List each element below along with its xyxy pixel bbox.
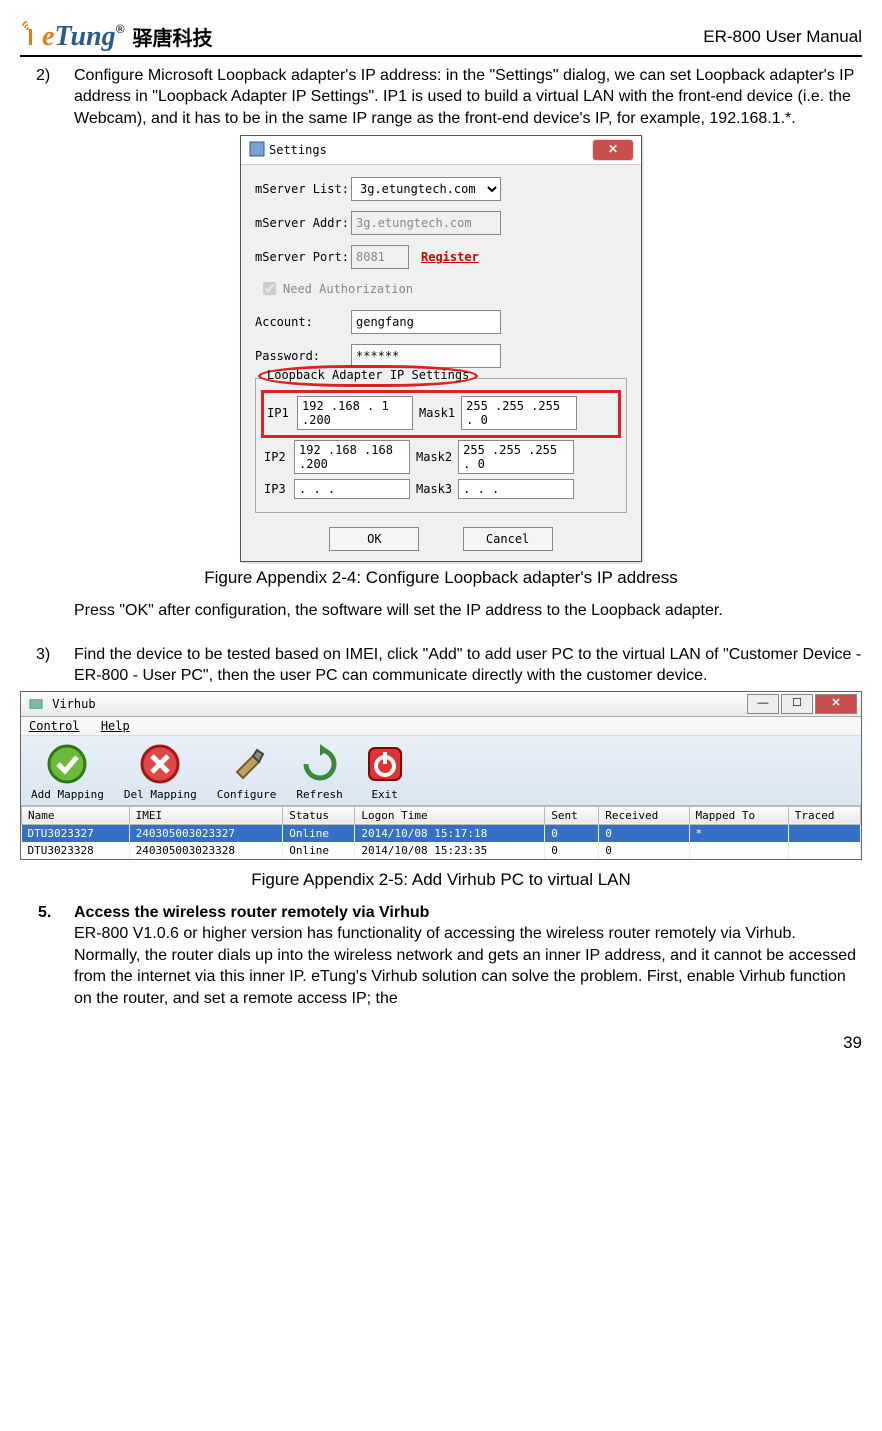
virhub-toolbar: Add Mapping Del Mapping Configure Refres…	[21, 736, 861, 806]
table-header-row: Name IMEI Status Logon Time Sent Receive…	[22, 806, 861, 824]
mserver-addr-label: mServer Addr:	[255, 216, 351, 230]
ip1-input[interactable]: 192 .168 . 1 .200	[297, 396, 413, 430]
manual-title: ER-800 User Manual	[703, 27, 862, 47]
section-5-body: ER-800 V1.0.6 or higher version has func…	[74, 925, 856, 1006]
close-icon[interactable]: ✕	[593, 140, 633, 160]
del-mapping-icon	[138, 742, 182, 786]
configure-icon	[225, 742, 269, 786]
logo: eTung ® 驿唐科技	[20, 20, 213, 53]
cancel-button[interactable]: Cancel	[463, 527, 553, 551]
add-mapping-button[interactable]: Add Mapping	[31, 742, 104, 801]
virhub-menu: Control Help	[21, 717, 861, 736]
need-auth-checkbox: Need Authorization	[259, 279, 627, 298]
logo-text: eTung	[42, 21, 116, 53]
section-5-num: 5.	[38, 902, 51, 923]
refresh-button[interactable]: Refresh	[296, 742, 342, 801]
step-2: 2) Configure Microsoft Loopback adapter'…	[74, 65, 862, 129]
mask1-input[interactable]: 255 .255 .255 . 0	[461, 396, 577, 430]
ok-button[interactable]: OK	[329, 527, 419, 551]
password-label: Password:	[255, 349, 351, 363]
virhub-icon	[29, 697, 43, 711]
step-2-num: 2)	[36, 65, 50, 86]
register-link[interactable]: Register	[421, 250, 479, 264]
section-5-title: Access the wireless router remotely via …	[74, 904, 429, 921]
window-close-icon[interactable]: ✕	[815, 694, 857, 714]
del-mapping-button[interactable]: Del Mapping	[124, 742, 197, 801]
mserver-port-label: mServer Port:	[255, 250, 351, 264]
account-input[interactable]	[351, 310, 501, 334]
add-mapping-icon	[45, 742, 89, 786]
step-2-text: Configure Microsoft Loopback adapter's I…	[74, 67, 854, 127]
figure-2-4-caption: Figure Appendix 2-4: Configure Loopback …	[20, 568, 862, 588]
settings-dialog: Settings ✕ mServer List: 3g.etungtech.co…	[240, 135, 642, 562]
figure-2-5-caption: Figure Appendix 2-5: Add Virhub PC to vi…	[20, 870, 862, 890]
maximize-icon[interactable]: ☐	[781, 694, 813, 714]
refresh-icon	[298, 742, 342, 786]
group-title: Loopback Adapter IP Settings	[258, 365, 478, 387]
step-3-num: 3)	[36, 644, 50, 665]
exit-button[interactable]: Exit	[363, 742, 407, 801]
logo-registered: ®	[116, 22, 125, 36]
page-number: 39	[20, 1033, 862, 1053]
mserver-list-select[interactable]: 3g.etungtech.com	[351, 177, 501, 201]
minimize-icon[interactable]: —	[747, 694, 779, 714]
ip2-input[interactable]: 192 .168 .168 .200	[294, 440, 410, 474]
need-auth-input	[263, 282, 276, 295]
loopback-group: Loopback Adapter IP Settings IP1 192 .16…	[255, 378, 627, 513]
step-3-text: Find the device to be tested based on IM…	[74, 646, 861, 684]
logo-antenna-icon	[20, 20, 42, 53]
ip-row-2: IP2 192 .168 .168 .200 Mask2 255 .255 .2…	[264, 440, 618, 474]
mserver-port-input	[351, 245, 409, 269]
dialog-title: Settings	[269, 143, 327, 157]
logo-cn: 驿唐科技	[133, 22, 213, 51]
table-row[interactable]: DTU3023328 240305003023328 Online 2014/1…	[22, 842, 861, 859]
menu-control[interactable]: Control	[29, 719, 80, 733]
table-row[interactable]: DTU3023327 240305003023327 Online 2014/1…	[22, 824, 861, 842]
virhub-table: Name IMEI Status Logon Time Sent Receive…	[21, 806, 861, 859]
virhub-titlebar: Virhub — ☐ ✕	[21, 692, 861, 717]
page-header: eTung ® 驿唐科技 ER-800 User Manual	[20, 20, 862, 57]
configure-button[interactable]: Configure	[217, 742, 277, 801]
exit-icon	[363, 742, 407, 786]
menu-help[interactable]: Help	[101, 719, 130, 733]
ip-row-1: IP1 192 .168 . 1 .200 Mask1 255 .255 .25…	[267, 396, 615, 430]
account-label: Account:	[255, 315, 351, 329]
mserver-list-label: mServer List:	[255, 182, 351, 196]
ip-row-3: IP3 . . . Mask3 . . .	[264, 479, 618, 499]
virhub-window: Virhub — ☐ ✕ Control Help Add Mapping De…	[20, 691, 862, 860]
ip3-input[interactable]: . . .	[294, 479, 410, 499]
mask3-input[interactable]: . . .	[458, 479, 574, 499]
dialog-titlebar: Settings ✕	[241, 136, 641, 165]
mserver-addr-input	[351, 211, 501, 235]
mask2-input[interactable]: 255 .255 .255 . 0	[458, 440, 574, 474]
step-3: 3) Find the device to be tested based on…	[74, 644, 862, 687]
dialog-icon	[249, 141, 265, 160]
after-ok-text: Press "OK" after configuration, the soft…	[74, 600, 862, 622]
